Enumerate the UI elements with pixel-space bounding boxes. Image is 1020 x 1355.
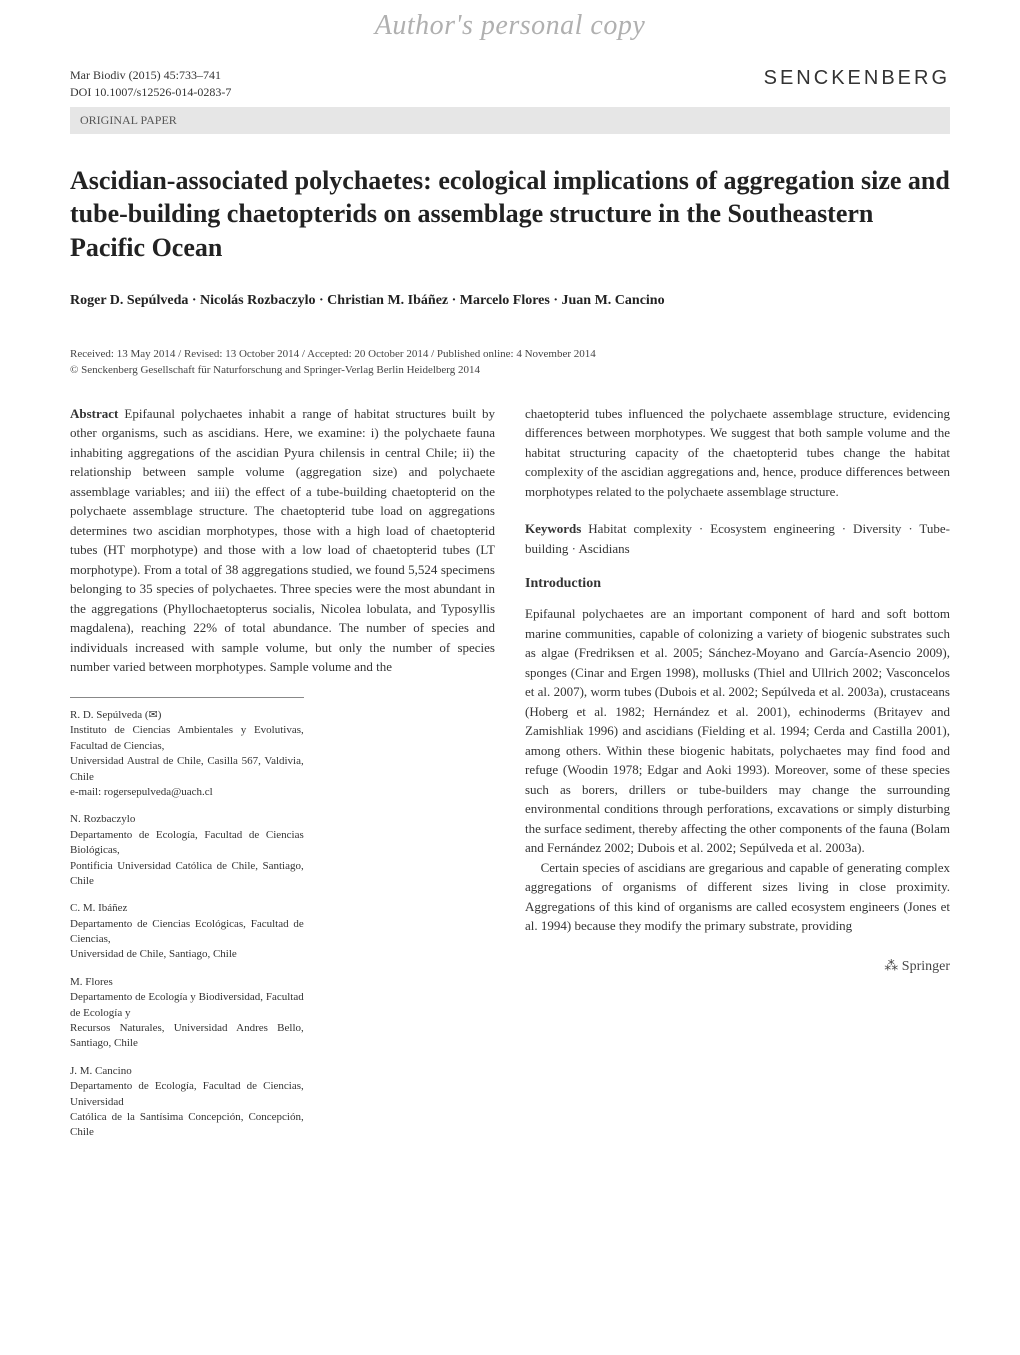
keywords-block: Keywords Habitat complexity · Ecosystem … bbox=[525, 519, 950, 558]
affil-name-1: R. D. Sepúlveda (✉) bbox=[70, 708, 304, 723]
affil-line: Departamento de Ciencias Ecológicas, Fac… bbox=[70, 918, 304, 945]
abstract-continuation: chaetopterid tubes influenced the polych… bbox=[525, 404, 950, 502]
dates-received: Received: 13 May 2014 / Revised: 13 Octo… bbox=[70, 346, 950, 363]
affil-line: Católica de la Santísima Concepción, Con… bbox=[70, 1111, 304, 1138]
right-column: chaetopterid tubes influenced the polych… bbox=[525, 404, 950, 1153]
abstract-paragraph: Abstract Epifaunal polychaetes inhabit a… bbox=[70, 404, 495, 677]
left-column: Abstract Epifaunal polychaetes inhabit a… bbox=[70, 404, 495, 1153]
affil-name-5: J. M. Cancino bbox=[70, 1064, 304, 1079]
affil-line: e-mail: rogersepulveda@uach.cl bbox=[70, 786, 213, 798]
affiliation-4: M. Flores Departamento de Ecología y Bio… bbox=[70, 975, 304, 1052]
affiliation-2: N. Rozbaczylo Departamento de Ecología, … bbox=[70, 812, 304, 889]
affil-line: Departamento de Ecología, Facultad de Ci… bbox=[70, 829, 304, 856]
watermark-text: Author's personal copy bbox=[0, 0, 1020, 52]
affiliation-5: J. M. Cancino Departamento de Ecología, … bbox=[70, 1064, 304, 1141]
publisher-name: SENCKENBERG bbox=[764, 67, 950, 90]
affiliation-3: C. M. Ibáñez Departamento de Ciencias Ec… bbox=[70, 901, 304, 963]
affil-line: Departamento de Ecología, Facultad de Ci… bbox=[70, 1080, 304, 1107]
header-row: Mar Biodiv (2015) 45:733–741 DOI 10.1007… bbox=[70, 67, 950, 101]
affil-line: Pontificia Universidad Católica de Chile… bbox=[70, 860, 304, 887]
journal-info: Mar Biodiv (2015) 45:733–741 DOI 10.1007… bbox=[70, 67, 231, 101]
abstract-text-left: Epifaunal polychaetes inhabit a range of… bbox=[70, 406, 495, 675]
springer-logo: ⁂ Springer bbox=[525, 956, 950, 977]
two-column-body: Abstract Epifaunal polychaetes inhabit a… bbox=[70, 404, 950, 1153]
intro-paragraph-2: Certain species of ascidians are gregari… bbox=[525, 858, 950, 936]
affil-line: Departamento de Ecología y Biodiversidad… bbox=[70, 991, 304, 1018]
doi: DOI 10.1007/s12526-014-0283-7 bbox=[70, 84, 231, 101]
affil-name-3: C. M. Ibáñez bbox=[70, 901, 304, 916]
affil-name-2: N. Rozbaczylo bbox=[70, 812, 304, 827]
article-category: ORIGINAL PAPER bbox=[70, 107, 950, 134]
affil-name-4: M. Flores bbox=[70, 975, 304, 990]
page-content: Mar Biodiv (2015) 45:733–741 DOI 10.1007… bbox=[0, 52, 1020, 1183]
affil-line: Recursos Naturales, Universidad Andres B… bbox=[70, 1022, 304, 1049]
affiliation-1: R. D. Sepúlveda (✉) Instituto de Ciencia… bbox=[70, 708, 304, 800]
affil-line: Instituto de Ciencias Ambientales y Evol… bbox=[70, 724, 304, 751]
affil-line: Universidad de Chile, Santiago, Chile bbox=[70, 948, 237, 960]
author-list: Roger D. Sepúlveda · Nicolás Rozbaczylo … bbox=[70, 290, 950, 311]
keywords-label: Keywords bbox=[525, 521, 581, 536]
copyright: © Senckenberg Gesellschaft für Naturfors… bbox=[70, 362, 950, 379]
affil-line: Universidad Austral de Chile, Casilla 56… bbox=[70, 755, 304, 782]
article-dates: Received: 13 May 2014 / Revised: 13 Octo… bbox=[70, 346, 950, 379]
introduction-heading: Introduction bbox=[525, 573, 950, 594]
intro-paragraph-1: Epifaunal polychaetes are an important c… bbox=[525, 604, 950, 858]
abstract-label: Abstract bbox=[70, 406, 118, 421]
keywords-text: Habitat complexity · Ecosystem engineeri… bbox=[525, 521, 950, 556]
article-title: Ascidian-associated polychaetes: ecologi… bbox=[70, 164, 950, 265]
journal-citation: Mar Biodiv (2015) 45:733–741 bbox=[70, 67, 231, 84]
affiliations-block: R. D. Sepúlveda (✉) Instituto de Ciencia… bbox=[70, 697, 304, 1141]
